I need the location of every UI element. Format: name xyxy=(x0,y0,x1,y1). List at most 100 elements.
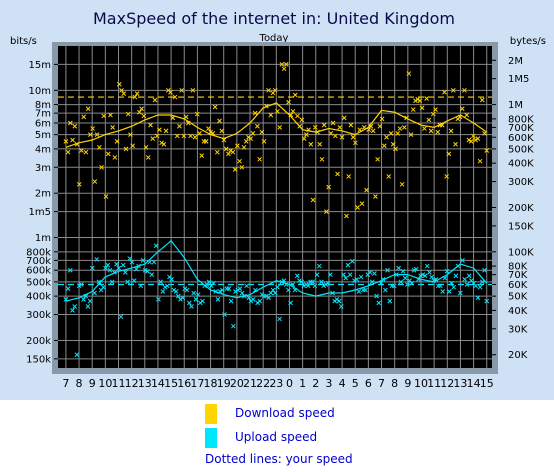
sample-point xyxy=(272,290,278,296)
right-tick-label: 150K xyxy=(508,221,534,232)
sample-point xyxy=(350,134,356,140)
sample-point xyxy=(310,197,316,203)
sample-point xyxy=(395,131,401,136)
hour-tick-label: 10 xyxy=(98,377,112,390)
left-tick-label: 15m xyxy=(29,60,51,71)
sample-point xyxy=(471,133,476,139)
sample-point xyxy=(381,143,387,149)
sample-point xyxy=(385,267,390,273)
sample-point xyxy=(261,139,267,144)
sample-point xyxy=(228,298,234,304)
hour-tick-label: 6 xyxy=(365,377,372,390)
left-tick-label: 3m xyxy=(35,163,51,174)
sample-point xyxy=(70,308,75,313)
sample-point xyxy=(162,284,168,290)
sample-point xyxy=(482,267,487,273)
hour-tick-label: 11 xyxy=(111,377,125,390)
sample-point xyxy=(346,174,352,179)
sample-point xyxy=(462,277,468,282)
sample-point xyxy=(92,290,97,296)
sample-point xyxy=(194,111,200,117)
sample-point xyxy=(477,158,483,164)
right-tick-label: 1M xyxy=(508,100,523,111)
sample-point xyxy=(243,139,249,144)
sample-point xyxy=(255,123,260,129)
sample-point xyxy=(89,265,95,271)
sample-point xyxy=(131,278,137,283)
sample-point xyxy=(116,265,122,271)
sample-point xyxy=(132,94,138,100)
sample-point xyxy=(400,268,406,274)
left-tick-label: 300k xyxy=(26,310,51,321)
sample-point xyxy=(163,128,169,134)
left-tick-label: 800k xyxy=(26,247,51,258)
sample-point xyxy=(200,298,205,304)
sample-point xyxy=(188,133,193,139)
sample-point xyxy=(341,115,347,121)
sample-point xyxy=(477,284,483,290)
sample-point xyxy=(81,297,86,302)
sample-point xyxy=(358,274,364,280)
sample-point xyxy=(317,141,323,147)
sample-point xyxy=(140,258,146,263)
sample-point xyxy=(341,272,346,277)
sample-point xyxy=(153,243,159,249)
sample-point xyxy=(72,304,78,309)
sample-point xyxy=(377,123,383,129)
sample-point xyxy=(290,108,296,114)
left-tick-label: 8m xyxy=(35,100,51,111)
sample-point xyxy=(379,116,385,122)
sample-point xyxy=(396,265,401,271)
sample-point xyxy=(304,132,309,137)
sample-point xyxy=(145,268,150,274)
hour-tick-label: 15 xyxy=(164,377,178,390)
sample-point xyxy=(156,297,161,302)
sample-point xyxy=(235,287,241,293)
sample-point xyxy=(426,117,432,123)
hour-tick-label: 15 xyxy=(480,377,494,390)
sample-point xyxy=(74,352,80,358)
sample-point xyxy=(440,289,446,294)
sample-point xyxy=(76,181,82,187)
sample-point xyxy=(192,134,198,140)
hour-tick-label: 9 xyxy=(404,377,411,390)
sample-point xyxy=(169,277,175,282)
sample-point xyxy=(92,179,98,184)
sample-point xyxy=(99,164,104,170)
sample-point xyxy=(116,81,122,87)
sample-point xyxy=(373,194,378,199)
sample-point xyxy=(328,131,334,136)
sample-point xyxy=(191,290,197,296)
sample-point xyxy=(319,279,324,285)
sample-point xyxy=(433,107,438,112)
sample-point xyxy=(279,62,285,67)
sample-point xyxy=(354,277,360,282)
sample-point xyxy=(387,298,393,304)
sample-point xyxy=(450,87,456,93)
right-tick-label: 20K xyxy=(508,350,528,361)
sample-point xyxy=(406,71,412,76)
sample-point xyxy=(442,89,447,95)
sample-point xyxy=(130,143,136,149)
sample-point xyxy=(277,125,283,130)
sample-point xyxy=(83,149,89,155)
sample-point xyxy=(468,139,474,144)
right-tick-label: 400K xyxy=(508,159,534,170)
hour-tick-label: 1 xyxy=(299,377,306,390)
left-tick-label: 200k xyxy=(26,336,51,347)
sample-point xyxy=(181,133,187,139)
right-tick-label: 100K xyxy=(508,247,534,258)
sample-point xyxy=(168,89,173,95)
sample-point xyxy=(312,125,318,130)
sample-point xyxy=(310,279,316,285)
sample-point xyxy=(134,266,139,272)
sample-point xyxy=(244,283,249,289)
hour-tick-label: 10 xyxy=(414,377,428,390)
sample-point xyxy=(473,137,478,143)
sample-point xyxy=(177,123,182,129)
sample-point xyxy=(127,256,133,261)
sample-point xyxy=(88,132,93,137)
sample-point xyxy=(237,286,243,291)
sample-point xyxy=(444,174,450,179)
sample-point xyxy=(457,290,463,296)
